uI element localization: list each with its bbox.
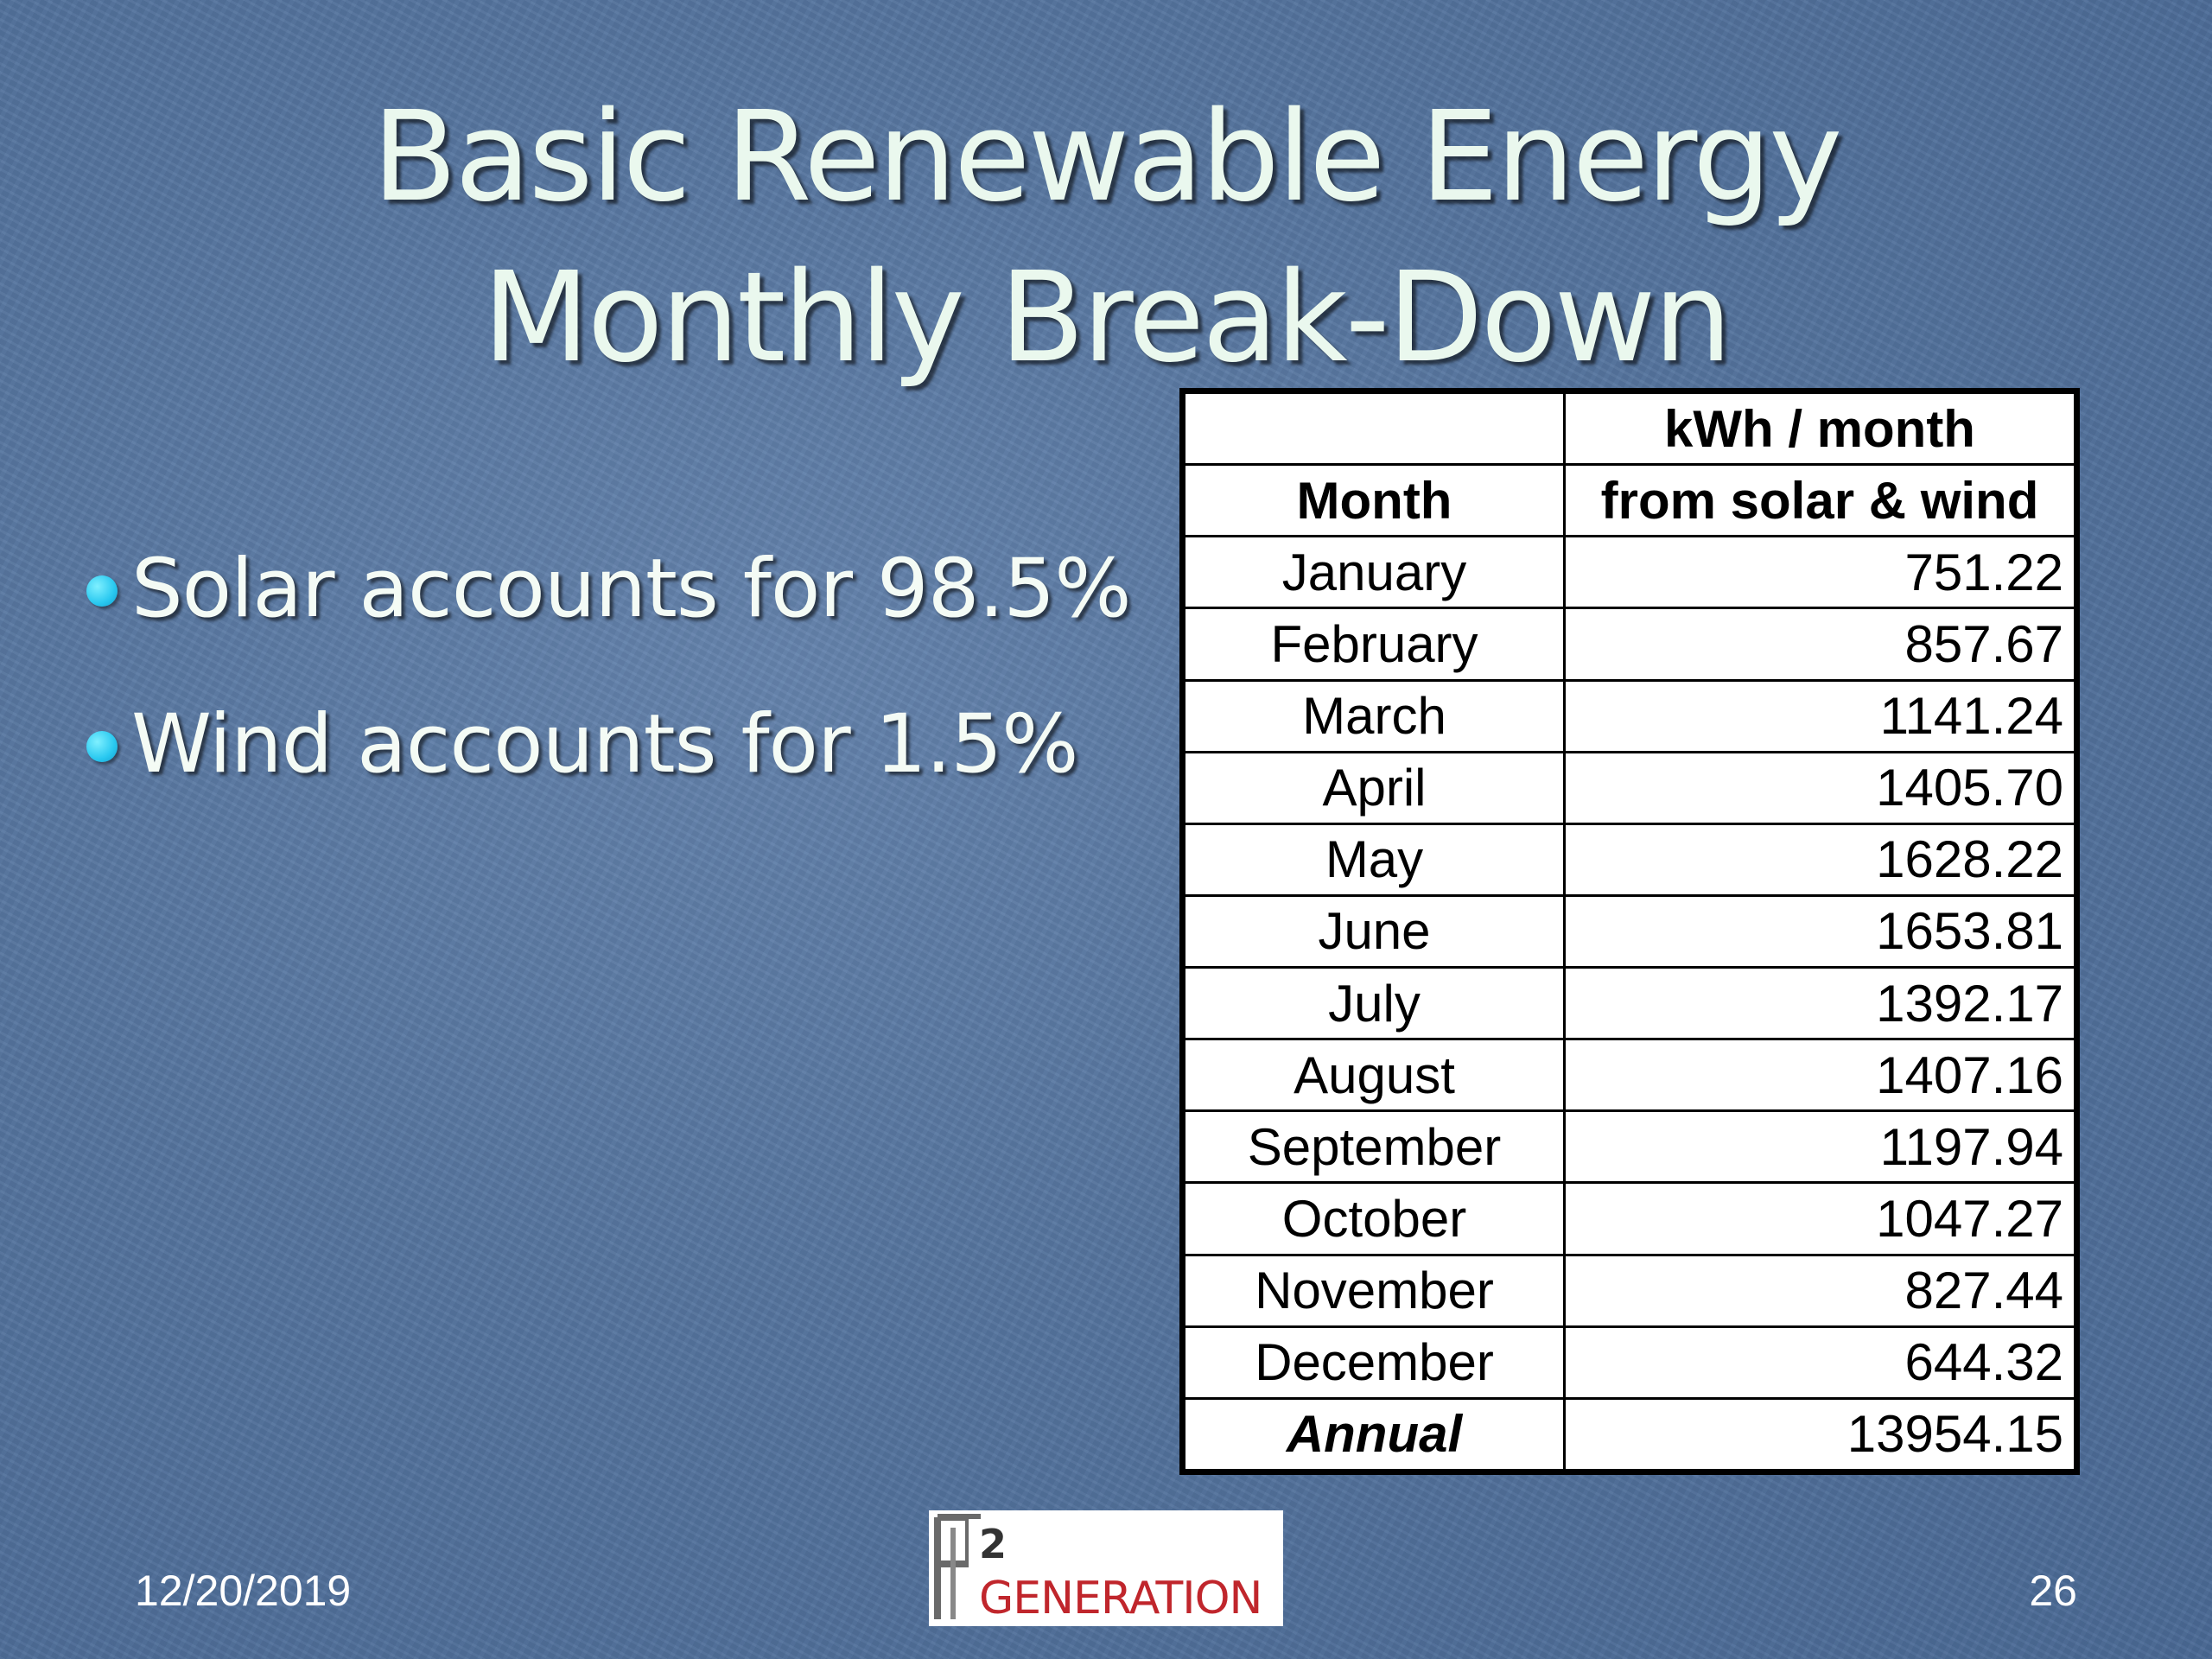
annual-label-cell: Annual [1183, 1396, 1566, 1472]
table-header-row-2: Month from solar & wind [1183, 463, 2076, 538]
month-cell: February [1183, 607, 1566, 682]
value-cell: 827.44 [1563, 1253, 2076, 1328]
h2-logo-mark-icon: 2 [929, 1510, 1046, 1626]
value-cell: 644.32 [1563, 1325, 2076, 1400]
bullet-dot-icon [86, 575, 118, 607]
table-row: September 1197.94 [1183, 1109, 2076, 1185]
table-row-annual: Annual 13954.15 [1183, 1396, 2076, 1472]
bullet-item-wind: Wind accounts for 1.5% [83, 693, 1154, 849]
value-cell: 751.22 [1563, 535, 2076, 610]
bullet-dot-icon [86, 731, 118, 762]
page-number: 26 [2029, 1567, 2077, 1615]
value-cell: 1653.81 [1563, 893, 2076, 969]
table-header-empty-cell [1183, 391, 1566, 467]
month-cell: August [1183, 1038, 1566, 1113]
value-cell: 1392.17 [1563, 965, 2076, 1041]
value-cell: 1141.24 [1563, 678, 2076, 753]
month-cell: March [1183, 678, 1566, 753]
svg-text:2: 2 [979, 1521, 1007, 1567]
table-row: February 857.67 [1183, 607, 2076, 682]
table-row: November 827.44 [1183, 1253, 2076, 1328]
value-cell: 1047.27 [1563, 1181, 2076, 1256]
month-cell: October [1183, 1181, 1566, 1256]
table-header-month: Month [1183, 463, 1566, 538]
energy-table: kWh / month Month from solar & wind Janu… [1183, 391, 2076, 1472]
bullet-text-wind: Wind accounts for 1.5% [131, 697, 1078, 791]
value-cell: 1628.22 [1563, 822, 2076, 897]
table-row: July 1392.17 [1183, 965, 2076, 1041]
energy-table-container: kWh / month Month from solar & wind Janu… [1179, 388, 2080, 1475]
value-cell: 1197.94 [1563, 1109, 2076, 1185]
table-row: December 644.32 [1183, 1325, 2076, 1400]
bullet-text-solar: Solar accounts for 98.5% [131, 542, 1132, 636]
value-cell: 1407.16 [1563, 1038, 2076, 1113]
table-header-kwh-line1: kWh / month [1563, 391, 2076, 467]
value-cell: 857.67 [1563, 607, 2076, 682]
bullet-item-solar: Solar accounts for 98.5% [83, 537, 1154, 693]
table-row: April 1405.70 [1183, 750, 2076, 825]
table-row: March 1141.24 [1183, 678, 2076, 753]
month-cell: July [1183, 965, 1566, 1041]
table-header-row-1: kWh / month [1183, 391, 2076, 467]
table-row: October 1047.27 [1183, 1181, 2076, 1256]
table-row: January 751.22 [1183, 535, 2076, 610]
table-row: May 1628.22 [1183, 822, 2076, 897]
value-cell: 1405.70 [1563, 750, 2076, 825]
month-cell: January [1183, 535, 1566, 610]
month-cell: December [1183, 1325, 1566, 1400]
month-cell: June [1183, 893, 1566, 969]
month-cell: November [1183, 1253, 1566, 1328]
table-row: June 1653.81 [1183, 893, 2076, 969]
bullet-list: Solar accounts for 98.5% Wind accounts f… [83, 537, 1154, 849]
month-cell: May [1183, 822, 1566, 897]
slide-title-line-1: Basic Renewable Energy [372, 84, 1843, 229]
h2-generation-logo: 2 GENERATION [929, 1510, 1283, 1626]
annual-value-cell: 13954.15 [1563, 1396, 2076, 1472]
footer-date: 12/20/2019 [135, 1567, 352, 1615]
month-cell: September [1183, 1109, 1566, 1185]
slide-title-line-2: Monthly Break-Down [482, 245, 1732, 390]
table-row: August 1407.16 [1183, 1038, 2076, 1113]
slide-title: Basic Renewable Energy Monthly Break-Dow… [0, 76, 2212, 397]
logo-wordmark: GENERATION [979, 1573, 1262, 1624]
table-header-kwh-line2: from solar & wind [1563, 463, 2076, 538]
month-cell: April [1183, 750, 1566, 825]
